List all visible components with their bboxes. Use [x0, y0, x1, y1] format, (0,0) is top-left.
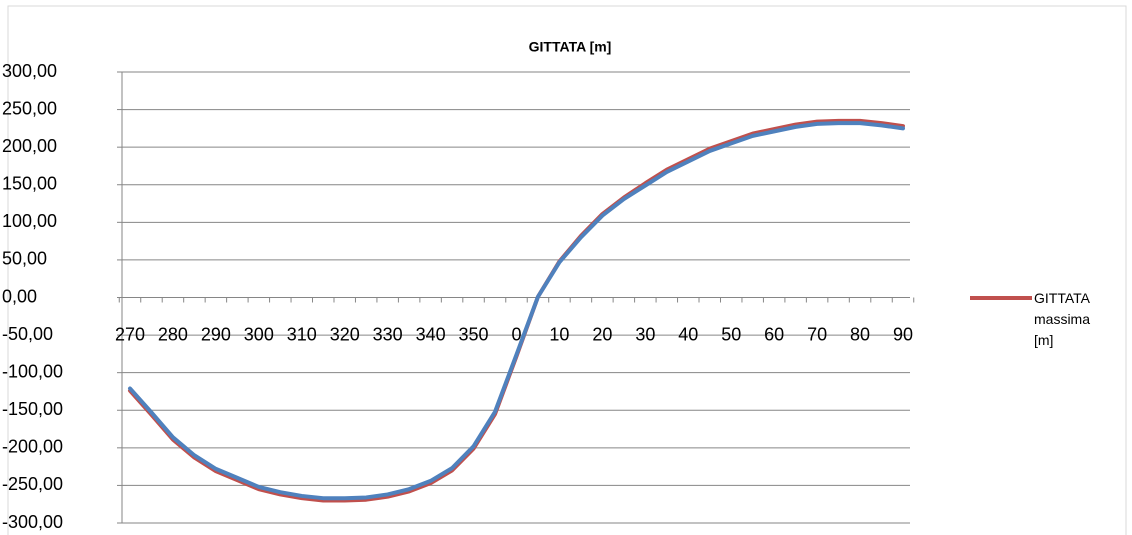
series-line: [128, 118, 905, 503]
y-tick-label: -250,00: [2, 474, 63, 494]
x-tick-label: 350: [459, 324, 489, 344]
y-tick-label: 0,00: [2, 286, 37, 306]
x-tick-label: 330: [373, 324, 403, 344]
x-tick-label: 300: [244, 324, 274, 344]
x-tick-label: 70: [807, 324, 827, 344]
y-tick-label: 50,00: [2, 249, 47, 269]
x-tick-label: 310: [287, 324, 317, 344]
x-tick-label: 90: [893, 324, 913, 344]
series-line: [128, 121, 905, 501]
x-tick-label: 50: [721, 324, 741, 344]
x-tick-label: 320: [330, 324, 360, 344]
x-tick-label: 80: [850, 324, 870, 344]
y-tick-label: 100,00: [2, 211, 57, 231]
y-tick-label: -100,00: [2, 361, 63, 381]
x-tick-label: 280: [158, 324, 188, 344]
y-tick-label: -150,00: [2, 399, 63, 419]
x-tick-label: 40: [678, 324, 698, 344]
y-tick-label: 300,00: [2, 61, 57, 81]
x-tick-label: 60: [764, 324, 784, 344]
y-tick-label: -300,00: [2, 512, 63, 532]
chart-title: GITTATA [m]: [529, 39, 612, 55]
y-tick-label: -50,00: [2, 324, 53, 344]
y-tick-label: 150,00: [2, 174, 57, 194]
legend-label: GITTATA massima [m]: [1034, 290, 1091, 348]
x-tick-label: 290: [201, 324, 231, 344]
x-tick-label: 340: [416, 324, 446, 344]
x-tick-label: 30: [635, 324, 655, 344]
x-tick-label: 20: [592, 324, 612, 344]
y-tick-label: 250,00: [2, 98, 57, 118]
x-tick-label: 0: [511, 324, 521, 344]
chart-frame: [7, 5, 1127, 535]
y-tick-label: -200,00: [2, 437, 63, 457]
y-tick-label: 200,00: [2, 136, 57, 156]
x-tick-label: 270: [115, 324, 145, 344]
x-tick-label: 10: [549, 324, 569, 344]
